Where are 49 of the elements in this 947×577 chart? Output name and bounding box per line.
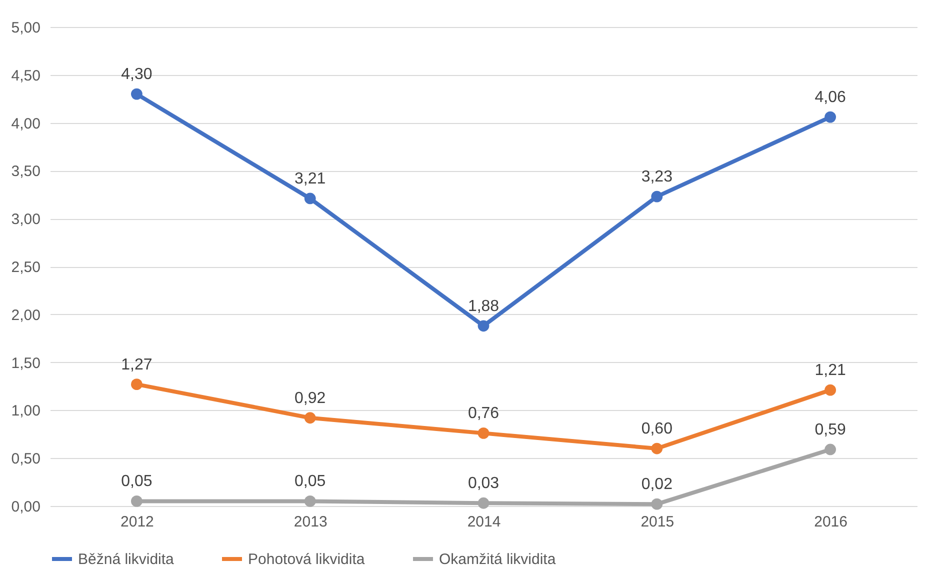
data-label: 4,30 — [121, 66, 152, 84]
y-tick-label: 1,50 — [11, 354, 40, 372]
point — [478, 320, 490, 332]
point — [478, 497, 490, 509]
point — [651, 498, 663, 510]
point — [304, 496, 316, 507]
y-tick-label: 2,00 — [11, 306, 40, 324]
y-tick-label: 2,50 — [11, 259, 40, 276]
point — [131, 88, 142, 100]
y-tick-label: 3,50 — [11, 163, 40, 180]
point — [824, 384, 836, 396]
y-tick-label: 5,00 — [11, 20, 40, 36]
data-label: 0,05 — [121, 473, 152, 490]
point — [304, 192, 316, 204]
data-label: 3,23 — [641, 168, 673, 186]
point — [651, 190, 663, 202]
point — [824, 111, 836, 123]
data-label: 0,92 — [294, 390, 326, 407]
x-tick-label: 2012 — [120, 514, 154, 530]
data-label: 0,02 — [641, 476, 673, 494]
data-label: 4,06 — [814, 89, 846, 106]
data-label: 1,27 — [121, 356, 152, 374]
point — [131, 378, 142, 390]
point — [131, 496, 142, 507]
legend-label: Běžná likvidita — [78, 551, 175, 568]
point — [304, 412, 316, 424]
data-label: 3,21 — [294, 170, 326, 188]
y-tick-label: 3,00 — [11, 211, 40, 228]
x-tick-label: 2016 — [814, 514, 848, 530]
data-label: 0,59 — [814, 421, 846, 438]
y-tick-label: 1,00 — [11, 402, 40, 420]
x-tick-label: 2014 — [467, 514, 501, 530]
data-label: 0,03 — [468, 475, 500, 492]
legend-label: Okamžitá likvidita — [439, 551, 556, 568]
y-tick-label: 0,50 — [11, 450, 40, 468]
data-label: 0,76 — [468, 405, 500, 422]
x-tick-label: 2013 — [294, 514, 328, 530]
point — [651, 442, 663, 454]
point — [824, 444, 836, 456]
x-tick-label: 2015 — [640, 514, 674, 530]
data-label: 1,21 — [814, 362, 846, 380]
point — [478, 428, 490, 439]
y-tick-label: 0,00 — [11, 498, 40, 516]
data-label: 1,88 — [468, 298, 500, 315]
data-label: 0,05 — [294, 473, 326, 490]
y-tick-label: 4,50 — [11, 67, 40, 84]
y-tick-label: 4,00 — [11, 115, 40, 132]
data-label: 0,60 — [641, 420, 673, 438]
legend-label: Pohotová likvidita — [248, 551, 366, 568]
